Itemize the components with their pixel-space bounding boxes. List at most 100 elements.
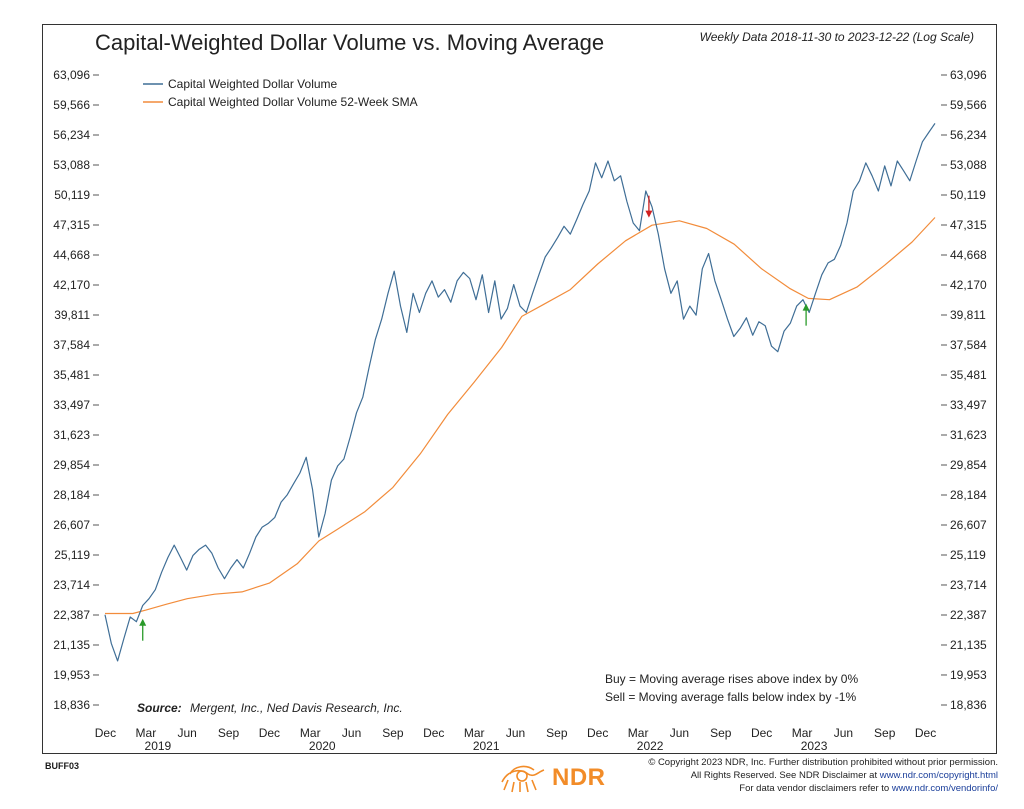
chart-title: Capital-Weighted Dollar Volume vs. Movin… bbox=[95, 30, 605, 55]
x-tick-label: Mar bbox=[464, 726, 485, 740]
notes: Buy = Moving average rises above index b… bbox=[605, 672, 858, 704]
signal-note: Buy = Moving average rises above index b… bbox=[605, 672, 858, 686]
source-note: Source: Mergent, Inc., Ned Davis Research… bbox=[137, 701, 403, 715]
x-tick-label: Dec bbox=[423, 726, 444, 740]
x-tick-label: Dec bbox=[95, 726, 116, 740]
x-tick-label: Jun bbox=[178, 726, 197, 740]
chart-code: BUFF03 bbox=[45, 761, 80, 771]
y-tick-label-left: 18,836 bbox=[53, 698, 90, 712]
x-tick-label: Jun bbox=[670, 726, 689, 740]
x-tick-label: Dec bbox=[915, 726, 936, 740]
y-tick-label-right: 23,714 bbox=[950, 578, 987, 592]
x-tick-label: Sep bbox=[874, 726, 896, 740]
y-tick-label-right: 22,387 bbox=[950, 608, 987, 622]
y-tick-label-right: 35,481 bbox=[950, 368, 987, 382]
y-tick-label-left: 33,497 bbox=[53, 398, 90, 412]
x-axis: Dec Mar Jun Sep Dec Mar Jun Sep Dec Mar Jun Sep Dec M… bbox=[95, 726, 936, 753]
y-tick-label-left: 63,096 bbox=[53, 68, 90, 82]
y-tick-label-left: 53,088 bbox=[53, 158, 90, 172]
y-tick-label-right: 50,119 bbox=[950, 188, 986, 202]
vendor-info-link[interactable]: www.ndr.com/vendorinfo/ bbox=[891, 783, 998, 794]
y-tick-label-left: 28,184 bbox=[53, 488, 90, 502]
copyright-link[interactable]: www.ndr.com/copyright.html bbox=[879, 770, 998, 781]
y-axis-right: 63,096 59,566 56,234 53,088 50,119 47,315 44,6… bbox=[941, 68, 987, 712]
y-tick-label-left: 47,315 bbox=[53, 218, 90, 232]
y-tick-label-left: 26,607 bbox=[53, 518, 90, 532]
y-tick-label-right: 28,184 bbox=[950, 488, 987, 502]
y-tick-label-left: 59,566 bbox=[53, 98, 90, 112]
copyright-line-2: All Rights Reserved. See NDR Disclaimer … bbox=[648, 769, 998, 782]
y-tick-label-right: 39,811 bbox=[950, 308, 986, 322]
y-tick-label-left: 35,481 bbox=[53, 368, 90, 382]
x-tick-label: Dec bbox=[259, 726, 280, 740]
y-tick-label-right: 47,315 bbox=[950, 218, 987, 232]
copyright-line-1: © Copyright 2023 NDR, Inc. Further distr… bbox=[648, 757, 998, 768]
y-tick-label-right: 33,497 bbox=[950, 398, 987, 412]
series-line-sma bbox=[105, 217, 936, 615]
y-tick-label-left: 56,234 bbox=[53, 128, 90, 142]
y-tick-label-left: 37,584 bbox=[53, 338, 90, 352]
y-tick-label-left: 39,811 bbox=[54, 308, 90, 322]
ndr-logo-icon bbox=[501, 765, 545, 793]
y-tick-label-right: 44,668 bbox=[950, 248, 987, 262]
y-tick-label-right: 18,836 bbox=[950, 698, 987, 712]
x-tick-label: Sep bbox=[218, 726, 240, 740]
x-tick-label: Mar bbox=[792, 726, 813, 740]
y-tick-label-right: 21,135 bbox=[950, 638, 987, 652]
ndr-brand: NDR bbox=[552, 764, 606, 791]
y-tick-label-right: 63,096 bbox=[950, 68, 987, 82]
x-year-label: 2019 bbox=[145, 739, 172, 753]
buy-signal-arrow-icon bbox=[802, 303, 810, 311]
y-tick-label-right: 56,234 bbox=[950, 128, 987, 142]
series-line-volume bbox=[104, 123, 936, 662]
signal-layer bbox=[139, 195, 810, 641]
y-axis-left: 63,096 59,566 56,234 53,088 50,119 47,315 44,6… bbox=[53, 68, 99, 712]
y-tick-label-right: 29,854 bbox=[950, 458, 987, 472]
y-tick-label-right: 42,170 bbox=[950, 278, 987, 292]
x-tick-label: Mar bbox=[628, 726, 649, 740]
x-year-label: 2022 bbox=[637, 739, 664, 753]
y-tick-label-right: 19,953 bbox=[950, 668, 987, 682]
copyright-block: © Copyright 2023 NDR, Inc. Further distr… bbox=[648, 756, 998, 795]
x-tick-label: Jun bbox=[342, 726, 361, 740]
y-tick-label-left: 21,135 bbox=[53, 638, 90, 652]
y-tick-label-left: 22,387 bbox=[53, 608, 90, 622]
source-label: Source: bbox=[137, 701, 182, 715]
copyright-line-3-text: For data vendor disclaimers refer to bbox=[739, 783, 892, 794]
y-tick-label-right: 31,623 bbox=[950, 428, 987, 442]
y-tick-label-right: 26,607 bbox=[950, 518, 987, 532]
legend-label: Capital Weighted Dollar Volume 52-Week S… bbox=[168, 95, 418, 109]
legend: Capital Weighted Dollar Volume Capital We… bbox=[143, 77, 418, 109]
y-tick-label-left: 44,668 bbox=[53, 248, 90, 262]
x-tick-label: Mar bbox=[136, 726, 157, 740]
copyright-line-2-text: All Rights Reserved. See NDR Disclaimer … bbox=[690, 770, 880, 781]
y-tick-label-right: 25,119 bbox=[950, 548, 986, 562]
buy-signal-arrow-icon bbox=[139, 618, 147, 626]
source-text: Mergent, Inc., Ned Davis Research, Inc. bbox=[190, 701, 403, 715]
chart-subtitle: Weekly Data 2018-11-30 to 2023-12-22 (Lo… bbox=[699, 30, 974, 44]
y-tick-label-left: 50,119 bbox=[54, 188, 90, 202]
x-year-label: 2021 bbox=[473, 739, 500, 753]
chart-frame bbox=[42, 24, 997, 754]
x-tick-label: Mar bbox=[300, 726, 321, 740]
y-tick-label-right: 53,088 bbox=[950, 158, 987, 172]
x-tick-label: Sep bbox=[710, 726, 732, 740]
x-tick-label: Dec bbox=[587, 726, 608, 740]
y-tick-label-right: 37,584 bbox=[950, 338, 987, 352]
y-tick-label-left: 31,623 bbox=[53, 428, 90, 442]
x-tick-label: Sep bbox=[382, 726, 404, 740]
x-tick-label: Sep bbox=[546, 726, 568, 740]
legend-label: Capital Weighted Dollar Volume bbox=[168, 77, 338, 91]
y-tick-label-left: 19,953 bbox=[53, 668, 90, 682]
y-tick-label-left: 29,854 bbox=[53, 458, 90, 472]
x-year-label: 2023 bbox=[801, 739, 828, 753]
y-tick-label-left: 25,119 bbox=[54, 548, 90, 562]
y-tick-label-left: 23,714 bbox=[53, 578, 90, 592]
y-tick-label-right: 59,566 bbox=[950, 98, 987, 112]
x-tick-label: Jun bbox=[506, 726, 525, 740]
series-layer bbox=[104, 123, 936, 662]
signal-note: Sell = Moving average falls below index … bbox=[605, 690, 856, 704]
sell-signal-arrow-icon bbox=[645, 210, 653, 218]
x-year-label: 2020 bbox=[309, 739, 336, 753]
